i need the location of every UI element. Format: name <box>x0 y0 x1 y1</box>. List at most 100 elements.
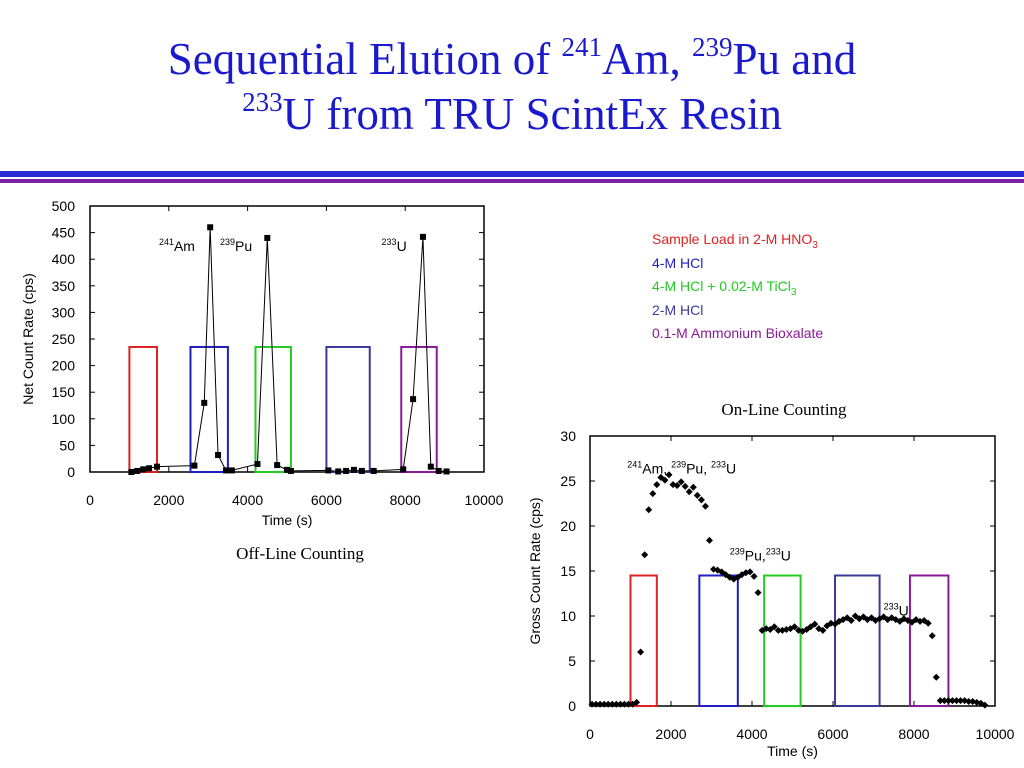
data-point <box>343 467 350 474</box>
peak-label-1-mass: 239 <box>671 459 686 469</box>
elution-window-3 <box>254 345 292 474</box>
data-point <box>791 623 799 631</box>
data-point <box>287 467 294 474</box>
data-point <box>819 626 827 634</box>
y-tick-label: 20 <box>560 518 576 534</box>
data-point <box>427 463 434 470</box>
data-point <box>677 478 685 486</box>
slide-title: Sequential Elution of 241Am, 239Pu and 2… <box>0 32 1024 142</box>
peak-label-1-mass: 241 <box>627 459 642 469</box>
peak-label-2-mass: 239 <box>220 237 235 247</box>
data-point <box>201 399 208 406</box>
data-point <box>410 396 417 403</box>
data-point <box>191 462 198 469</box>
data-point <box>264 234 271 241</box>
data-point <box>847 617 855 624</box>
data-point <box>592 700 600 708</box>
data-point <box>153 463 160 470</box>
data-point <box>588 700 596 708</box>
data-point <box>645 506 653 514</box>
peak-label-1-mass: 233 <box>711 459 726 469</box>
chart-offline: 0 50 100 150 200 250 300 350 400 450 500 0 2000 4000 6… <box>20 198 504 528</box>
data-point <box>612 700 620 708</box>
data-point <box>207 224 214 231</box>
y-tick-label: 500 <box>52 198 76 214</box>
peak-label-2-mass: 239 <box>730 547 745 557</box>
data-point <box>358 467 365 474</box>
peak-label-1-symbol: Am <box>174 238 195 254</box>
data-point <box>746 568 754 576</box>
data-point <box>146 465 153 472</box>
peak-label-3-symbol: U <box>899 603 909 619</box>
elution-window-5 <box>400 345 438 474</box>
x-tick-label: 6000 <box>817 726 848 742</box>
peak-label-3: 233U <box>382 237 407 254</box>
x-tick-label: 4000 <box>232 492 263 508</box>
data-point <box>350 466 357 473</box>
legend-item-sample-load: Sample Load in 2-M HNO3 <box>652 231 818 251</box>
title-divider-purple <box>0 179 1024 183</box>
elution-window-4 <box>325 345 371 474</box>
data-point <box>228 467 235 474</box>
data-point <box>948 697 956 705</box>
data-point <box>624 700 632 708</box>
legend-item-ammonium-bioxalate: 0.1-M Ammonium Bioxalate <box>652 325 824 341</box>
y-tick-label: 100 <box>52 411 76 427</box>
peak-label-2-symbol: Pu, <box>745 548 766 564</box>
data-point <box>443 468 450 475</box>
x-tick-label: 0 <box>586 726 594 742</box>
data-point <box>689 483 697 491</box>
data-point <box>685 488 693 496</box>
x-tick-label: 2000 <box>655 726 686 742</box>
peak-label-3-mass: 233 <box>382 237 397 247</box>
data-point <box>754 589 762 597</box>
data-point <box>932 673 940 681</box>
data-point <box>419 233 426 240</box>
title-divider-blue <box>0 171 1024 177</box>
y-tick-label: 150 <box>52 384 76 400</box>
data-point <box>134 467 141 474</box>
x-tick-label: 10000 <box>976 726 1015 742</box>
x-tick-label: 2000 <box>153 492 184 508</box>
data-point <box>620 700 628 708</box>
peak-label-2: 239Pu,233U <box>730 547 791 564</box>
data-point <box>665 471 673 479</box>
data-point <box>750 572 758 580</box>
legend-item-2m-hcl: 2-M HCl <box>652 302 704 318</box>
data-point <box>400 466 407 473</box>
data-point <box>254 461 261 468</box>
y-tick-label: 15 <box>560 563 576 579</box>
y-tick-label: 400 <box>52 251 76 267</box>
data-point <box>649 490 657 498</box>
peak-label-1-symbol: Am, <box>642 460 671 476</box>
data-point <box>701 502 709 510</box>
data-point <box>653 481 661 489</box>
online-caption: On-Line Counting <box>721 400 847 419</box>
data-point <box>774 626 782 634</box>
data-point <box>596 700 604 708</box>
offline-caption: Off-Line Counting <box>236 544 364 563</box>
data-point <box>693 491 701 499</box>
data-point <box>811 620 819 628</box>
data-point <box>770 623 778 631</box>
y-axis-label: Gross Count Rate (cps) <box>527 497 543 644</box>
data-point <box>673 482 681 489</box>
y-tick-label: 0 <box>67 464 75 480</box>
x-tick-label: 0 <box>86 492 94 508</box>
peak-label-3-mass: 233 <box>884 602 899 612</box>
title-line-1: Sequential Elution of 241Am, 239Pu and <box>167 32 857 85</box>
x-tick-label: 8000 <box>898 726 929 742</box>
legend-item-4m-hcl-ticl3: 4-M HCl + 0.02-M TiCl3 <box>652 278 797 298</box>
y-tick-label: 300 <box>52 304 76 320</box>
data-point <box>637 648 645 656</box>
data-point <box>633 698 641 706</box>
data-point <box>924 619 932 627</box>
data-point <box>608 700 616 708</box>
x-tick-label: 10000 <box>465 492 504 508</box>
y-tick-label: 30 <box>560 428 576 444</box>
data-point <box>600 700 608 708</box>
y-tick-label: 450 <box>52 225 76 241</box>
data-point <box>940 697 948 705</box>
elution-window-2 <box>698 574 739 707</box>
data-point <box>222 467 229 474</box>
